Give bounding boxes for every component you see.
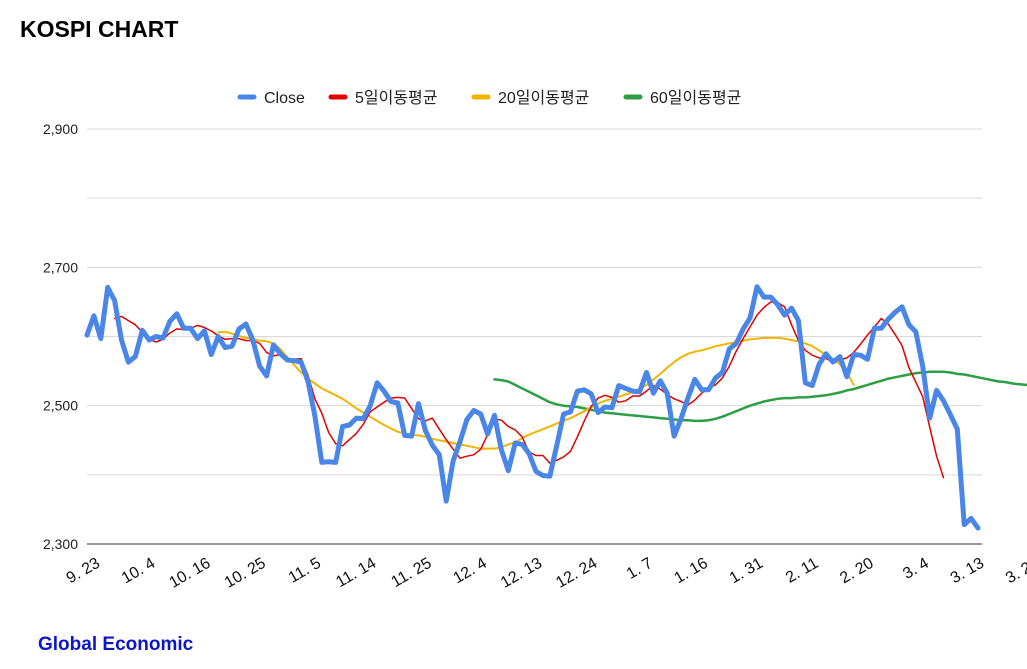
x-tick-label: 2. 11 [783,555,821,587]
x-tick-label: 12. 4 [450,555,489,588]
x-tick-label: 3. 13 [948,555,987,588]
y-tick-label: 2,900 [43,121,78,137]
x-tick-label: 12. 24 [553,555,600,592]
legend-label: 5일이동평균 [355,89,438,107]
x-tick-label: 11. 5 [286,555,324,587]
legend-label: Close [264,90,305,107]
x-tick-label: 9. 23 [64,555,103,588]
x-tick-label: 12. 13 [498,555,545,592]
x-tick-label: 10. 16 [166,555,213,592]
y-tick-label: 2,700 [43,259,78,275]
legend-label: 60일이동평균 [650,89,741,107]
x-tick-label: 1. 31 [727,555,766,588]
y-tick-label: 2,500 [43,398,78,414]
y-tick-label: 2,300 [43,536,78,552]
x-tick-label: 3. 4 [900,555,932,583]
x-tick-label: 1. 16 [671,555,710,588]
x-tick-label: 1. 7 [624,555,656,583]
legend-label: 20일이동평균 [498,89,589,107]
series-line-2 [217,330,855,450]
x-tick-label: 11. 14 [333,555,379,591]
x-axis-ticks: 9. 23 10. 4 10. 16 10. 25 11. 5 11. 14 11. 25 1… [64,555,1027,592]
gridlines [87,128,982,545]
legend: Close 5일이동평균 20일이동평균 60일이동평균 [237,89,741,107]
series-lines [84,284,1027,531]
x-tick-label: 2. 20 [837,555,876,588]
y-axis-ticks: 2,300 2,500 2,700 2,900 [43,121,78,552]
x-tick-label: 10. 4 [119,555,158,588]
x-tick-label: 10. 25 [222,555,269,592]
x-tick-label: 3. 25 [1003,555,1027,588]
footer-brand: Global Economic [38,634,194,655]
x-tick-label: 11. 25 [389,555,435,591]
chart-title: KOSPI CHART [20,16,179,42]
series-line-0 [84,284,981,531]
